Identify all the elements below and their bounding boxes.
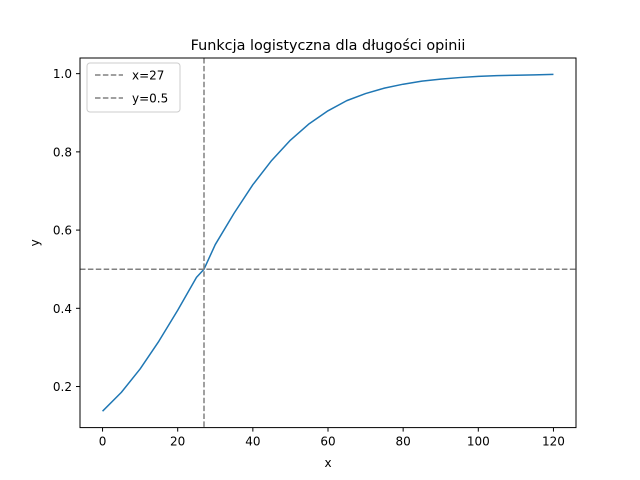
x-tick-label: 80 (396, 435, 411, 449)
x-tick-label: 20 (170, 435, 185, 449)
legend-box (86, 62, 181, 113)
plot-layer (80, 58, 576, 428)
y-axis-label: y (28, 239, 42, 246)
x-axis-label: x (324, 456, 331, 470)
legend-label-x27: x=27 (132, 69, 164, 83)
x-tick-label: 40 (245, 435, 260, 449)
x-tick-label: 120 (542, 435, 565, 449)
y-tick-label: 0.4 (53, 302, 72, 316)
legend-label-y05: y=0.5 (132, 92, 168, 106)
y-tick-label: 0.8 (53, 145, 72, 159)
x-tick-label: 100 (467, 435, 490, 449)
chart-title: Funkcja logistyczna dla długości opinii (191, 38, 466, 54)
series-line-0 (102, 73, 554, 412)
y-tick-label: 0.6 (53, 224, 72, 238)
ticks-layer: 0 20 40 60 80 100 120 0.2 0.4 0.6 0.8 1.0 (53, 67, 565, 448)
y-tick-label: 1.0 (53, 67, 72, 81)
legend: x=27 y=0.5 (86, 62, 181, 113)
y-tick-label: 0.2 (53, 380, 72, 394)
x-tick-label: 60 (320, 435, 335, 449)
x-tick-label: 0 (99, 435, 107, 449)
